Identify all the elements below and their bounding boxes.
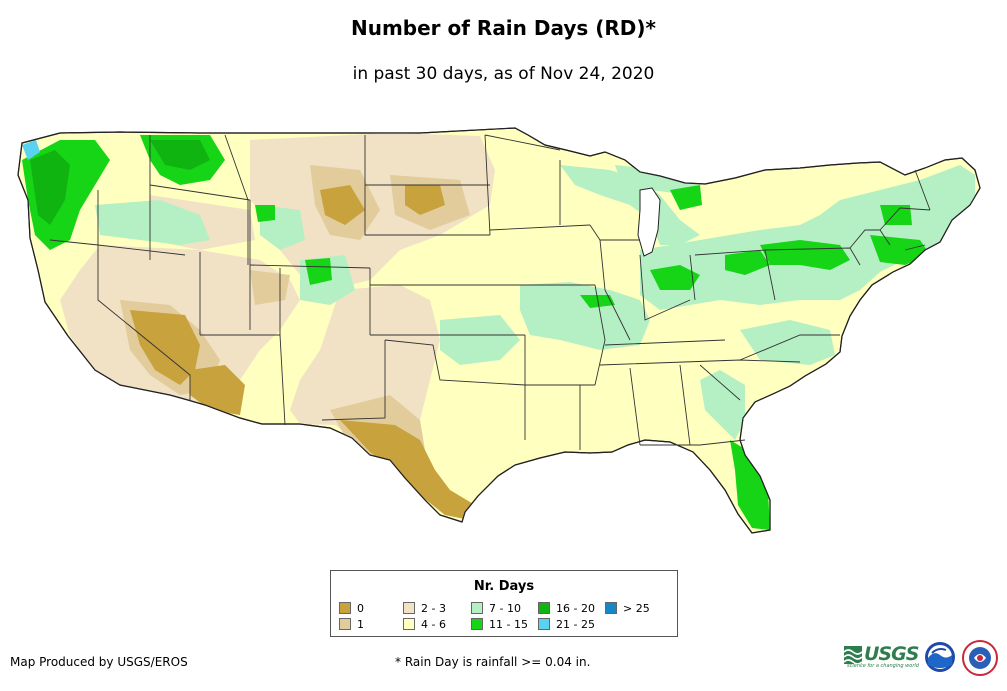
legend-item-0: 0 (339, 602, 364, 615)
noaa-logo-icon (925, 642, 955, 672)
legend-label-11-15: 11 - 15 (489, 618, 528, 631)
legend-swatch-16-20 (538, 602, 550, 614)
usgs-tagline: science for a changing world (847, 663, 919, 669)
legend-item-11-15: 11 - 15 (471, 618, 528, 631)
legend-item-1: 1 (339, 618, 364, 631)
map-subtitle: in past 30 days, as of Nov 24, 2020 (352, 64, 655, 84)
legend-item-21-25: 21 - 25 (538, 618, 595, 631)
state-boundaries (49, 134, 931, 450)
legend-swatch-gt-25 (605, 602, 617, 614)
conus-rain-days-map (17, 127, 981, 534)
legend-item-4-6: 4 - 6 (403, 618, 446, 631)
legend-label-21-25: 21 - 25 (556, 618, 595, 631)
footnote-text: * Rain Day is rainfall >= 0.04 in. (395, 655, 591, 669)
legend-swatch-2-3 (403, 602, 415, 614)
legend-swatch-11-15 (471, 618, 483, 630)
legend-label-7-10: 7 - 10 (489, 602, 521, 615)
usgs-wordmark: USGS (864, 643, 919, 665)
legend-swatch-7-10 (471, 602, 483, 614)
legend-swatch-1 (339, 618, 351, 630)
legend: Nr. Days 0 1 2 - 3 4 - 6 7 - 10 11 - 15 … (330, 570, 678, 637)
legend-label-2-3: 2 - 3 (421, 602, 446, 615)
legend-swatch-0 (339, 602, 351, 614)
usgs-logo: USGS science for a changing world (844, 643, 920, 671)
lake-michigan (637, 187, 661, 257)
legend-title: Nr. Days (473, 579, 535, 594)
legend-label-gt-25: > 25 (623, 602, 650, 615)
legend-label-4-6: 4 - 6 (421, 618, 446, 631)
legend-item-gt-25: > 25 (605, 602, 650, 615)
legend-label-1: 1 (357, 618, 364, 631)
legend-item-16-20: 16 - 20 (538, 602, 595, 615)
legend-label-16-20: 16 - 20 (556, 602, 595, 615)
usgs-wave-icon (844, 646, 862, 664)
legend-label-0: 0 (357, 602, 364, 615)
legend-swatch-4-6 (403, 618, 415, 630)
legend-item-2-3: 2 - 3 (403, 602, 446, 615)
credit-text: Map Produced by USGS/EROS (10, 655, 188, 669)
legend-swatch-21-25 (538, 618, 550, 630)
map-title: Number of Rain Days (RD)* (350, 16, 656, 40)
nws-logo-icon (962, 640, 998, 676)
legend-item-7-10: 7 - 10 (471, 602, 521, 615)
